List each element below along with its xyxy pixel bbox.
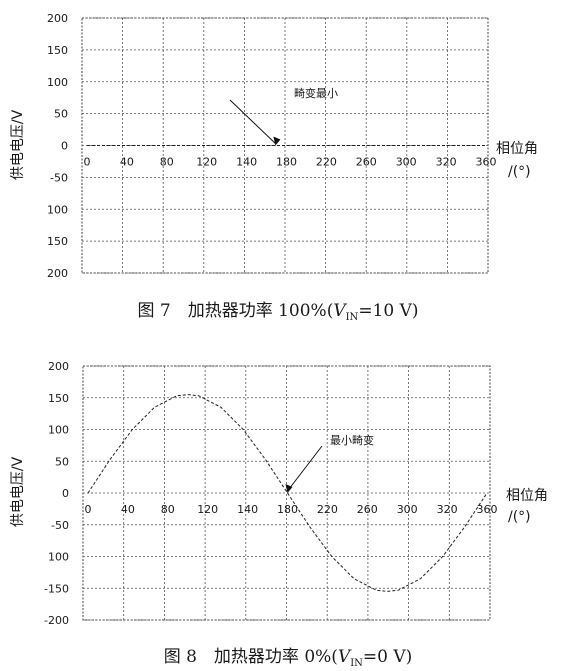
chart-fig8-annotation: 最小畸变 (285, 433, 374, 493)
annotation-label: 畸变最小 (294, 86, 338, 100)
x-tick-label: 220 (316, 156, 337, 169)
x-tick-label: 360 (477, 503, 498, 516)
annotation-arrowhead (285, 484, 293, 493)
chart-fig7-caption-prefix: 图 7 加热器功率 100%( (137, 301, 333, 321)
x-tick-label: 120 (196, 156, 217, 169)
chart-fig8-grid (82, 365, 491, 621)
chart-fig8-x-axis-label: 相位角 (506, 488, 548, 504)
y-tick-label: 100 (48, 551, 69, 564)
chart-fig7-caption-var: V (333, 301, 347, 321)
y-tick-label: 100 (48, 424, 69, 437)
annotation-label: 最小畸变 (330, 433, 374, 447)
chart-fig7-caption-suffix: =10 V) (358, 301, 418, 321)
y-tick-label: 0 (62, 487, 69, 500)
chart-fig7-x-axis-unit: /(°) (508, 164, 531, 180)
x-tick-label: 260 (356, 156, 377, 169)
chart-fig8-caption-var: V (338, 647, 352, 667)
annotation-pointer (229, 99, 276, 144)
y-tick-label: 200 (48, 360, 69, 373)
y-tick-label: 150 (47, 44, 68, 57)
chart-fig8-caption-prefix: 图 8 加热器功率 0%( (164, 647, 338, 667)
x-tick-label: 140 (237, 503, 258, 516)
y-tick-label: 50 (54, 108, 68, 121)
x-tick-label: 0 (85, 503, 92, 516)
chart-fig8-y-axis-label: 供电电压/V (10, 456, 26, 527)
y-tick-label: 100 (47, 203, 68, 216)
chart-fig7-y-ticks: 200 150 100 50 0 -50 100 150 200 (47, 12, 68, 280)
annotation-pointer (287, 445, 323, 492)
chart-fig7-annotation: 畸变最小 (229, 86, 338, 146)
chart-fig7: 200 150 100 50 0 -50 100 150 200 0 40 80 120 140 180 2… (10, 12, 538, 323)
chart-fig8: 200 150 100 50 0 -50 100 -150 -200 0 40 80 120 140 18… (10, 360, 548, 669)
chart-fig7-x-axis-label: 相位角 (496, 141, 538, 157)
y-tick-label: 50 (55, 455, 69, 468)
chart-fig7-caption-sub: IN (346, 312, 359, 323)
y-tick-label: 150 (47, 235, 68, 248)
x-tick-label: 220 (317, 503, 338, 516)
x-tick-label: 180 (277, 503, 298, 516)
chart-fig8-caption-sub: IN (350, 658, 363, 669)
x-tick-label: 320 (436, 156, 457, 169)
x-tick-label: 180 (276, 156, 297, 169)
chart-fig7-caption: 图 7 加热器功率 100%(VIN=10 V) (137, 301, 418, 323)
y-tick-label: 150 (48, 392, 69, 405)
x-tick-label: 260 (357, 503, 378, 516)
x-tick-label: 80 (160, 156, 174, 169)
chart-fig8-caption-suffix: =0 V) (363, 647, 412, 667)
x-tick-label: 320 (437, 503, 458, 516)
y-tick-label: -200 (44, 614, 69, 627)
y-tick-label: 100 (47, 76, 68, 89)
chart-fig8-y-ticks: 200 150 100 50 0 -50 100 -150 -200 (44, 360, 69, 627)
y-tick-label: -50 (51, 519, 69, 532)
y-tick-label: -50 (50, 171, 68, 184)
x-tick-label: 300 (397, 503, 418, 516)
chart-fig8-x-axis-unit: /(°) (508, 509, 531, 525)
chart-fig7-grid (81, 17, 489, 274)
y-tick-label: -150 (44, 582, 69, 595)
x-tick-label: 0 (84, 156, 91, 169)
chart-fig8-caption: 图 8 加热器功率 0%(VIN=0 V) (164, 647, 413, 669)
chart-fig7-x-ticks: 0 40 80 120 140 180 220 260 300 320 360 (84, 156, 497, 169)
annotation-arrowhead (273, 136, 281, 146)
x-tick-label: 140 (236, 156, 257, 169)
x-tick-label: 360 (476, 156, 497, 169)
x-tick-label: 80 (161, 503, 175, 516)
x-tick-label: 40 (120, 156, 134, 169)
series-line (87, 394, 488, 592)
chart-fig8-series (87, 394, 488, 592)
chart-fig8-x-ticks: 0 40 80 120 140 180 220 260 300 320 360 (85, 503, 498, 516)
y-tick-label: 200 (47, 267, 68, 280)
y-tick-label: 200 (47, 12, 68, 25)
x-tick-label: 120 (197, 503, 218, 516)
chart-fig7-y-axis-label: 供电电压/V (10, 109, 26, 180)
y-tick-label: 0 (61, 140, 68, 153)
x-tick-label: 300 (396, 156, 417, 169)
x-tick-label: 40 (121, 503, 135, 516)
